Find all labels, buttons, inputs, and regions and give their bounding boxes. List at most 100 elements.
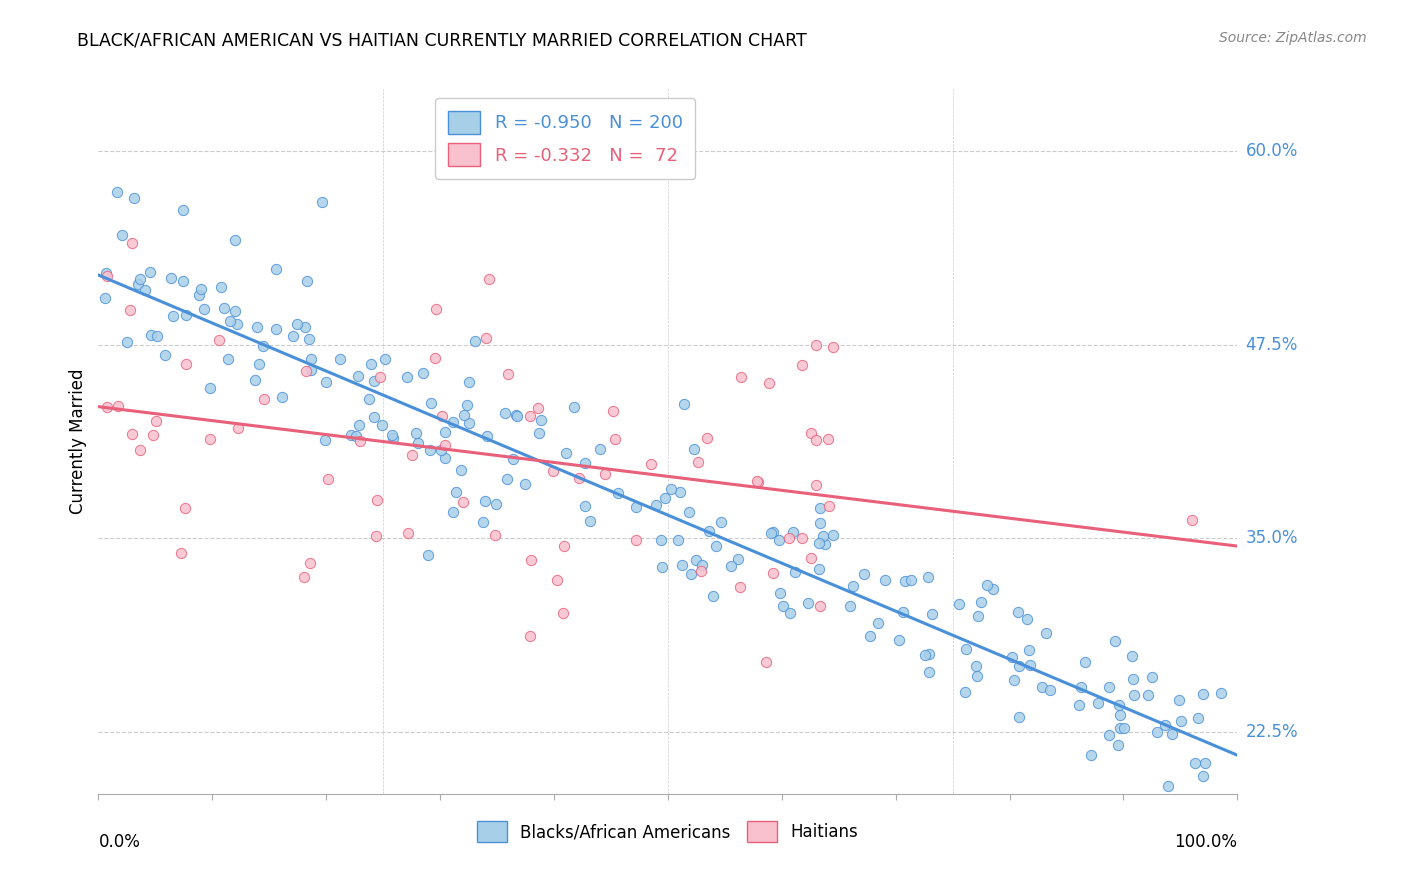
Point (1170, 714, 1192, 729)
Point (976, 578, 998, 592)
Point (654, 491, 676, 506)
Text: 22.5%: 22.5% (1246, 723, 1298, 741)
Point (299, 363, 322, 377)
Point (747, 474, 769, 488)
Legend: Blacks/African Americans, Haitians: Blacks/African Americans, Haitians (471, 814, 865, 849)
Point (702, 589, 724, 603)
Point (900, 573, 922, 587)
Point (682, 442, 704, 457)
Point (357, 392, 380, 406)
Point (315, 376, 337, 390)
Point (772, 599, 794, 613)
Point (253, 392, 276, 406)
Point (458, 375, 481, 389)
Point (553, 539, 575, 553)
Point (823, 527, 845, 541)
Point (917, 570, 939, 584)
Point (893, 605, 915, 619)
Point (364, 529, 387, 543)
Point (441, 505, 464, 519)
Point (914, 648, 936, 662)
Point (172, 203, 194, 218)
Point (174, 308, 197, 322)
Point (1108, 698, 1130, 712)
Point (554, 446, 576, 460)
Point (122, 191, 145, 205)
Point (366, 493, 388, 508)
Point (671, 558, 693, 572)
Point (474, 330, 496, 344)
Point (311, 195, 333, 210)
Point (842, 579, 865, 593)
Point (107, 399, 129, 413)
Point (495, 472, 517, 486)
Point (1194, 756, 1216, 770)
Point (396, 525, 419, 540)
Point (640, 457, 662, 471)
Point (1007, 605, 1029, 619)
Point (761, 525, 783, 540)
Point (145, 414, 167, 428)
Point (606, 486, 628, 500)
Point (679, 567, 702, 582)
Point (1098, 681, 1121, 695)
Point (602, 404, 624, 418)
Point (1121, 648, 1143, 663)
Point (839, 599, 862, 613)
Point (921, 607, 943, 621)
Point (264, 322, 287, 336)
Point (243, 373, 266, 387)
Point (478, 272, 501, 286)
Point (696, 431, 718, 445)
Point (1008, 710, 1031, 724)
Point (574, 456, 596, 470)
Point (198, 381, 221, 395)
Point (433, 425, 456, 439)
Point (193, 302, 215, 317)
Point (170, 545, 193, 559)
Point (298, 333, 321, 347)
Point (568, 470, 591, 484)
Point (401, 448, 423, 462)
Point (1157, 779, 1180, 793)
Point (349, 434, 371, 449)
Point (605, 432, 627, 446)
Point (1031, 680, 1053, 694)
Point (852, 567, 875, 582)
Point (727, 552, 749, 566)
Point (129, 272, 152, 286)
Point (423, 351, 446, 365)
Point (965, 658, 987, 673)
Point (948, 597, 970, 611)
Y-axis label: Currently Married: Currently Married (69, 368, 87, 515)
Point (226, 421, 249, 435)
Point (174, 501, 197, 516)
Point (808, 599, 831, 613)
Point (1146, 725, 1168, 739)
Point (688, 455, 710, 469)
Point (329, 352, 352, 367)
Point (953, 685, 976, 699)
Point (689, 564, 711, 578)
Point (252, 338, 274, 352)
Point (121, 236, 143, 251)
Point (1070, 681, 1092, 695)
Point (1074, 656, 1097, 670)
Point (1181, 513, 1204, 527)
Point (381, 427, 404, 442)
Point (562, 400, 585, 414)
Point (360, 357, 382, 371)
Point (785, 565, 807, 579)
Point (966, 669, 988, 683)
Point (818, 499, 841, 513)
Point (441, 415, 464, 429)
Point (875, 573, 897, 587)
Point (1080, 748, 1102, 763)
Point (363, 374, 385, 388)
Point (340, 428, 363, 442)
Point (1098, 728, 1121, 742)
Point (105, 186, 128, 200)
Point (453, 408, 475, 422)
Point (541, 464, 564, 478)
Point (246, 320, 269, 334)
